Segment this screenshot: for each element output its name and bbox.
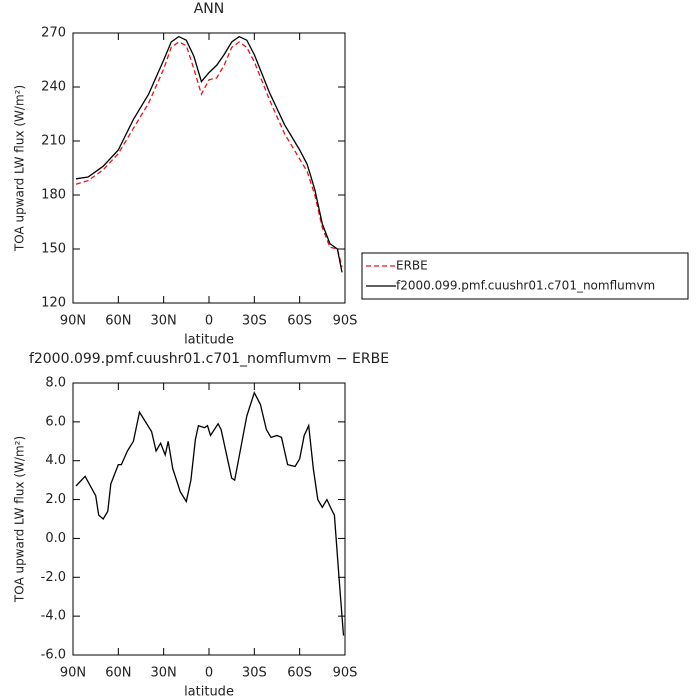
x-tick-label: 0 [205,314,213,329]
x-tick-label: 60S [287,666,312,681]
y-tick-label: 6.0 [45,414,66,429]
x-tick-label: 60N [105,666,131,681]
plot-frame [72,32,346,304]
y-axis-label: TOA upward LW flux (W/m²) [13,85,27,252]
y-tick-label: 270 [41,26,66,41]
x-tick-label: 30S [242,666,267,681]
x-tick-label: 0 [205,666,213,681]
chart-title: f2000.099.pmf.cuushr01.c701_nomflumvm − … [29,351,389,367]
x-tick-label: 60N [105,314,131,329]
y-axis-label: TOA upward LW flux (W/m²) [13,436,27,603]
x-tick-label: 90S [333,314,358,329]
x-tick-label: 30S [242,314,267,329]
y-tick-label: -6.0 [41,648,66,663]
y-tick-label: 0.0 [45,531,66,546]
chart-title: ANN [194,1,225,17]
y-tick-label: -4.0 [41,609,66,624]
legend-label: ERBE [396,259,428,273]
data-line [75,35,343,273]
x-tick-label: 60S [287,314,312,329]
x-tick-label: 90N [60,666,86,681]
legend-label: f2000.099.pmf.cuushr01.c701_nomflumvm [396,279,655,293]
y-tick-label: -2.0 [41,570,66,585]
y-tick-label: 120 [41,296,66,311]
y-tick-label: 180 [41,188,66,203]
y-tick-label: 240 [41,80,66,95]
x-axis-label: latitude [184,333,234,348]
x-axis-label: latitude [184,685,234,700]
data-line [75,391,345,636]
x-tick-label: 30N [151,314,177,329]
data-line [75,41,343,268]
x-tick-label: 90N [60,314,86,329]
y-tick-label: 2.0 [45,492,66,507]
y-tick-label: 150 [41,242,66,257]
x-tick-label: 90S [333,666,358,681]
legend-box [361,252,689,300]
legend: ERBE f2000.099.pmf.cuushr01.c701_nomflumv… [361,252,689,300]
x-tick-label: 30N [151,666,177,681]
plot-frame [72,382,346,656]
y-tick-label: 8.0 [45,376,66,391]
y-tick-label: 210 [41,134,66,149]
y-tick-label: 4.0 [45,453,66,468]
